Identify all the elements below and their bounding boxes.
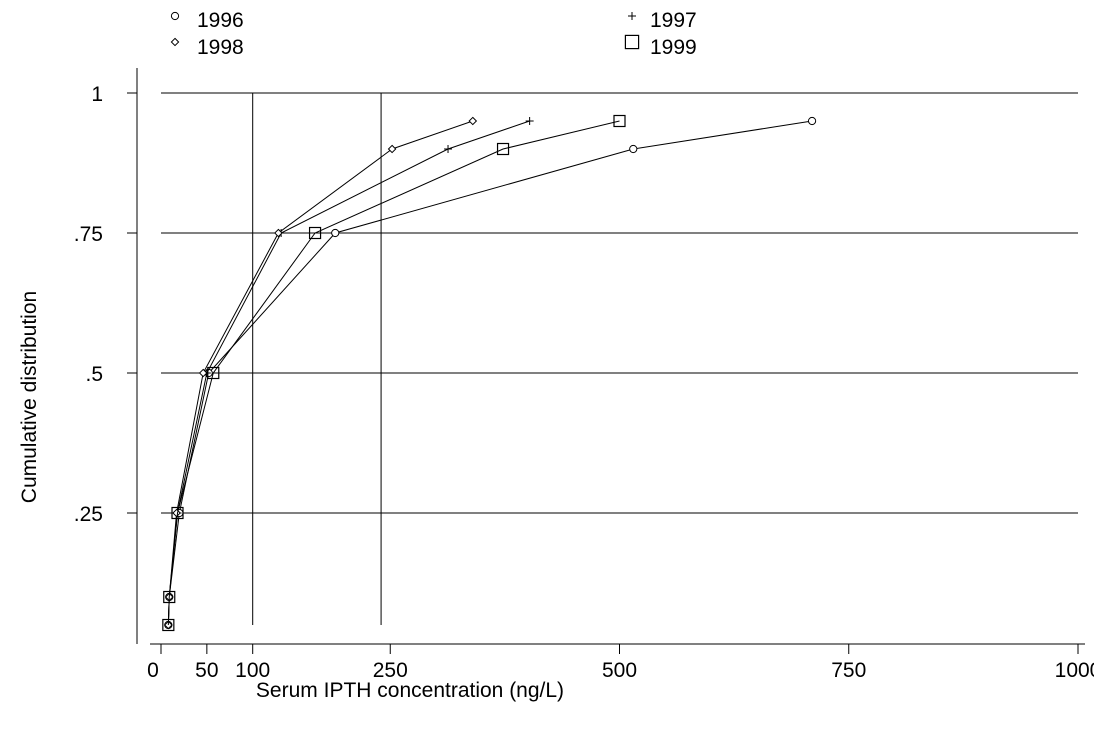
data-point-1996 xyxy=(331,228,340,238)
series-layer xyxy=(162,114,817,632)
legend-label-1999: 1999 xyxy=(650,36,697,59)
legend-label-1996: 1996 xyxy=(197,9,244,32)
y-tick-label: .25 xyxy=(74,503,103,526)
series-line-1999 xyxy=(167,120,620,626)
data-point-1999 xyxy=(496,142,510,156)
y-tick-label: .75 xyxy=(74,223,103,246)
data-point-1997 xyxy=(525,117,534,125)
data-point-1997 xyxy=(444,145,453,153)
y-tick-label: 1 xyxy=(91,83,103,106)
data-point-1998 xyxy=(198,368,208,378)
x-tick-label: 0 xyxy=(147,659,159,682)
legend-item-1996: 1996 xyxy=(170,9,244,32)
tick-labels: .25 .5 .75 1 0 50 100 250 500 750 1000 xyxy=(74,83,1094,682)
grid-lines xyxy=(161,92,1078,625)
data-point-1996 xyxy=(629,144,638,154)
legend-marker-1999 xyxy=(624,34,640,50)
y-axis-label: Cumulative distribution xyxy=(18,291,41,503)
data-point-1998 xyxy=(468,116,478,126)
x-axis-label: Serum IPTH concentration (ng/L) xyxy=(256,679,564,702)
x-tick-label: 50 xyxy=(195,659,218,682)
data-point-1999 xyxy=(163,590,176,604)
x-tick-label: 750 xyxy=(831,659,866,682)
data-point-1999 xyxy=(613,114,626,128)
data-point-1998 xyxy=(274,228,283,238)
data-point-1998 xyxy=(172,508,181,518)
legend-marker-1998 xyxy=(170,37,180,47)
data-point-1999 xyxy=(162,618,175,632)
legend-item-1998: 1998 xyxy=(170,36,244,59)
data-point-1999 xyxy=(171,506,184,520)
legend-label-1998: 1998 xyxy=(197,36,244,59)
legend-item-1999: 1999 xyxy=(624,34,697,59)
legend-marker-1996 xyxy=(170,11,180,21)
y-tick-label: .5 xyxy=(85,363,103,386)
data-point-1999 xyxy=(308,226,322,240)
data-point-1996 xyxy=(807,116,817,126)
x-tick-label: 1000 xyxy=(1055,659,1094,682)
legend-item-1997: 1997 xyxy=(628,9,697,32)
series-1999 xyxy=(162,114,626,632)
x-tick-label: 250 xyxy=(373,659,408,682)
x-tick-label: 500 xyxy=(602,659,637,682)
axes xyxy=(127,68,1085,654)
data-point-1999 xyxy=(207,366,220,380)
legend-marker-1997 xyxy=(628,12,636,20)
legend: 1996 1997 1998 1999 xyxy=(170,9,697,59)
legend-label-1997: 1997 xyxy=(650,9,697,32)
x-tick-label: 100 xyxy=(235,659,270,682)
data-point-1998 xyxy=(387,144,397,154)
